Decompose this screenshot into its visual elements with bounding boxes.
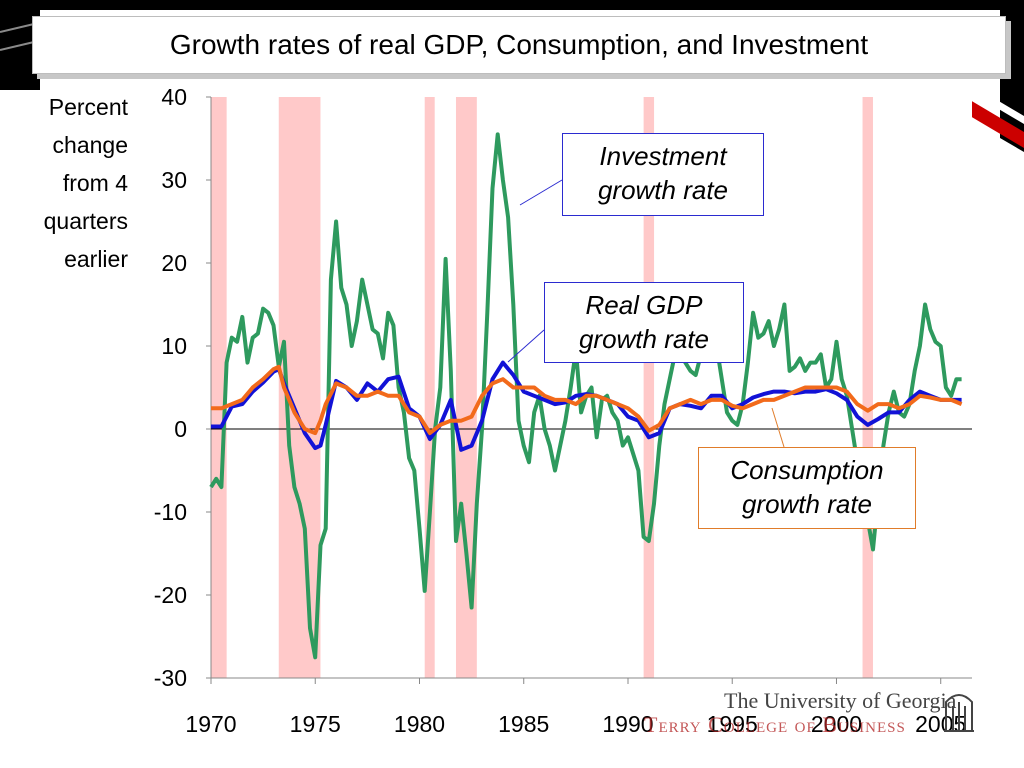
- y-tick-label: -10: [154, 499, 187, 525]
- y-axis-label: Percent change from 4 quarters earlier: [43, 94, 128, 272]
- logo-line1: The University of Georgia: [724, 688, 957, 713]
- investment-callout-leader: [519, 179, 563, 206]
- x-tick-label: 2000: [811, 711, 862, 737]
- right-white-stripe: [980, 90, 1024, 124]
- title-box: Growth rates of real GDP, Consumption, a…: [32, 16, 1006, 74]
- recession-band-5: [643, 97, 655, 678]
- consumption-callout: Consumption growth rate: [698, 447, 916, 529]
- investment-callout: Investment growth rate: [562, 133, 764, 216]
- right-red-stripe: [970, 100, 1024, 148]
- slide-title: Growth rates of real GDP, Consumption, a…: [169, 29, 869, 60]
- consumption-series-line: [211, 364, 963, 436]
- top-dark-band: [0, 0, 1024, 10]
- y-tick-label: 40: [161, 84, 187, 110]
- recession-band-4: [455, 97, 477, 678]
- gdp-callout: Real GDP growth rate: [544, 282, 744, 363]
- x-tick-label: 1990: [602, 711, 653, 737]
- recession-band-3: [424, 97, 435, 678]
- recession-band-6: [862, 97, 873, 678]
- x-tick-label: 1985: [498, 711, 549, 737]
- consumption-callout-leader: [771, 407, 785, 448]
- gdp-callout-leader: [507, 329, 545, 363]
- y-tick-label: 30: [161, 167, 187, 193]
- logo-line2: Terry College of Business: [644, 712, 906, 737]
- gdp-series-line: [211, 360, 962, 452]
- y-tick-label: 20: [161, 250, 187, 276]
- university-logo: The University of Georgia Terry College …: [644, 688, 974, 748]
- left-gray-stripe: [0, 23, 35, 33]
- arch-icon: [944, 694, 974, 732]
- x-tick-label: 1975: [290, 711, 341, 737]
- x-tick-label: 1995: [707, 711, 758, 737]
- y-tick-label: -20: [154, 582, 187, 608]
- y-tick-label: 10: [161, 333, 187, 359]
- x-tick-label: 1980: [394, 711, 445, 737]
- recession-band-1: [211, 97, 227, 678]
- y-tick-label: -30: [154, 665, 187, 691]
- x-tick-label: 2005: [915, 711, 966, 737]
- y-tick-label: 0: [174, 416, 187, 442]
- left-gray-stripe-2: [0, 41, 35, 51]
- x-tick-label: 1970: [185, 711, 236, 737]
